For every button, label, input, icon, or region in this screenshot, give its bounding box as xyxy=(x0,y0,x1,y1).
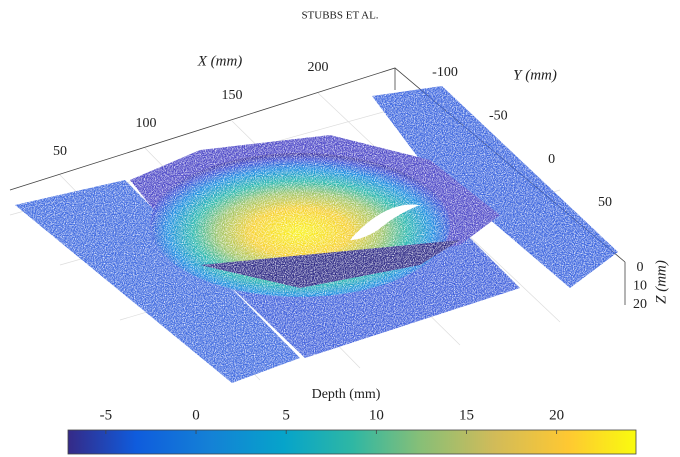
figure: STUBBS ET AL. X (mm) Y (mm) Z (mm) Depth… xyxy=(0,0,680,457)
colorbar-label: Depth (mm) xyxy=(312,387,381,402)
y-tick-label: -100 xyxy=(432,65,458,80)
z-tick-label: 10 xyxy=(633,279,647,294)
colorbar-tick-label: 5 xyxy=(282,407,290,423)
y-tick-label: 50 xyxy=(598,195,612,210)
colorbar-tick-label: 20 xyxy=(549,407,564,423)
x-tick-label: 200 xyxy=(308,60,329,75)
x-tick-label: 50 xyxy=(53,144,67,159)
colorbar-tick-label: 10 xyxy=(369,407,384,423)
colorbar-tick-label: 15 xyxy=(459,407,474,423)
z-tick-label: 0 xyxy=(637,260,644,275)
x-tick-label: 100 xyxy=(136,116,157,131)
x-tick-label: 150 xyxy=(222,88,243,103)
colorbar xyxy=(68,430,636,454)
y-tick-label: -50 xyxy=(489,109,508,124)
z-axis-label: Z (mm) xyxy=(653,260,669,304)
z-tick-label: 20 xyxy=(633,297,647,312)
running-header: STUBBS ET AL. xyxy=(301,10,378,22)
y-axis-label: Y (mm) xyxy=(513,67,557,83)
x-axis-label: X (mm) xyxy=(197,53,243,69)
colorbar-tick-label: 0 xyxy=(192,407,200,423)
colorbar-tick-label: -5 xyxy=(100,407,113,423)
y-tick-label: 0 xyxy=(548,152,555,167)
